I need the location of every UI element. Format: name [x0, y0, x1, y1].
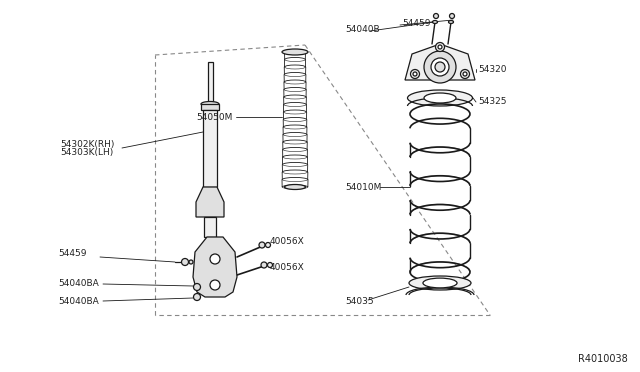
Circle shape — [435, 42, 445, 51]
Text: R4010038: R4010038 — [579, 354, 628, 364]
Polygon shape — [193, 237, 237, 297]
Text: 54459: 54459 — [402, 19, 431, 29]
Circle shape — [435, 62, 445, 72]
Ellipse shape — [433, 20, 438, 23]
Circle shape — [193, 294, 200, 301]
Text: 54325: 54325 — [478, 97, 506, 106]
Text: 40056X: 40056X — [270, 237, 305, 247]
Circle shape — [461, 70, 470, 78]
Circle shape — [266, 243, 271, 247]
Circle shape — [210, 254, 220, 264]
Text: 54035: 54035 — [345, 298, 374, 307]
Ellipse shape — [409, 276, 471, 290]
Circle shape — [410, 70, 419, 78]
Text: 54459: 54459 — [58, 250, 86, 259]
Circle shape — [189, 260, 193, 264]
Circle shape — [268, 263, 273, 267]
Circle shape — [413, 72, 417, 76]
Ellipse shape — [423, 278, 457, 288]
Text: 54320: 54320 — [478, 64, 506, 74]
Text: 40056X: 40056X — [270, 263, 305, 272]
Circle shape — [261, 262, 267, 268]
Circle shape — [259, 242, 265, 248]
Text: 54040BA: 54040BA — [58, 279, 99, 289]
Circle shape — [193, 283, 200, 291]
Text: 54010M: 54010M — [345, 183, 381, 192]
FancyBboxPatch shape — [203, 110, 217, 187]
Circle shape — [424, 51, 456, 83]
Polygon shape — [405, 44, 475, 80]
Circle shape — [463, 72, 467, 76]
Ellipse shape — [424, 93, 456, 103]
Circle shape — [449, 13, 454, 19]
Text: 54040B: 54040B — [345, 26, 380, 35]
Circle shape — [433, 13, 438, 19]
Ellipse shape — [282, 49, 308, 55]
FancyBboxPatch shape — [207, 62, 212, 102]
Text: 54040BA: 54040BA — [58, 296, 99, 305]
Polygon shape — [196, 187, 224, 217]
Text: 54302K(RH): 54302K(RH) — [60, 140, 115, 148]
Text: 54050M: 54050M — [196, 112, 233, 122]
Ellipse shape — [201, 102, 219, 106]
Circle shape — [431, 58, 449, 76]
Text: 54303K(LH): 54303K(LH) — [60, 148, 113, 157]
Ellipse shape — [285, 185, 305, 189]
Circle shape — [438, 45, 442, 49]
Circle shape — [210, 280, 220, 290]
Circle shape — [182, 259, 189, 266]
FancyBboxPatch shape — [201, 104, 219, 110]
Ellipse shape — [449, 20, 454, 23]
FancyBboxPatch shape — [204, 217, 216, 237]
Ellipse shape — [408, 90, 472, 106]
